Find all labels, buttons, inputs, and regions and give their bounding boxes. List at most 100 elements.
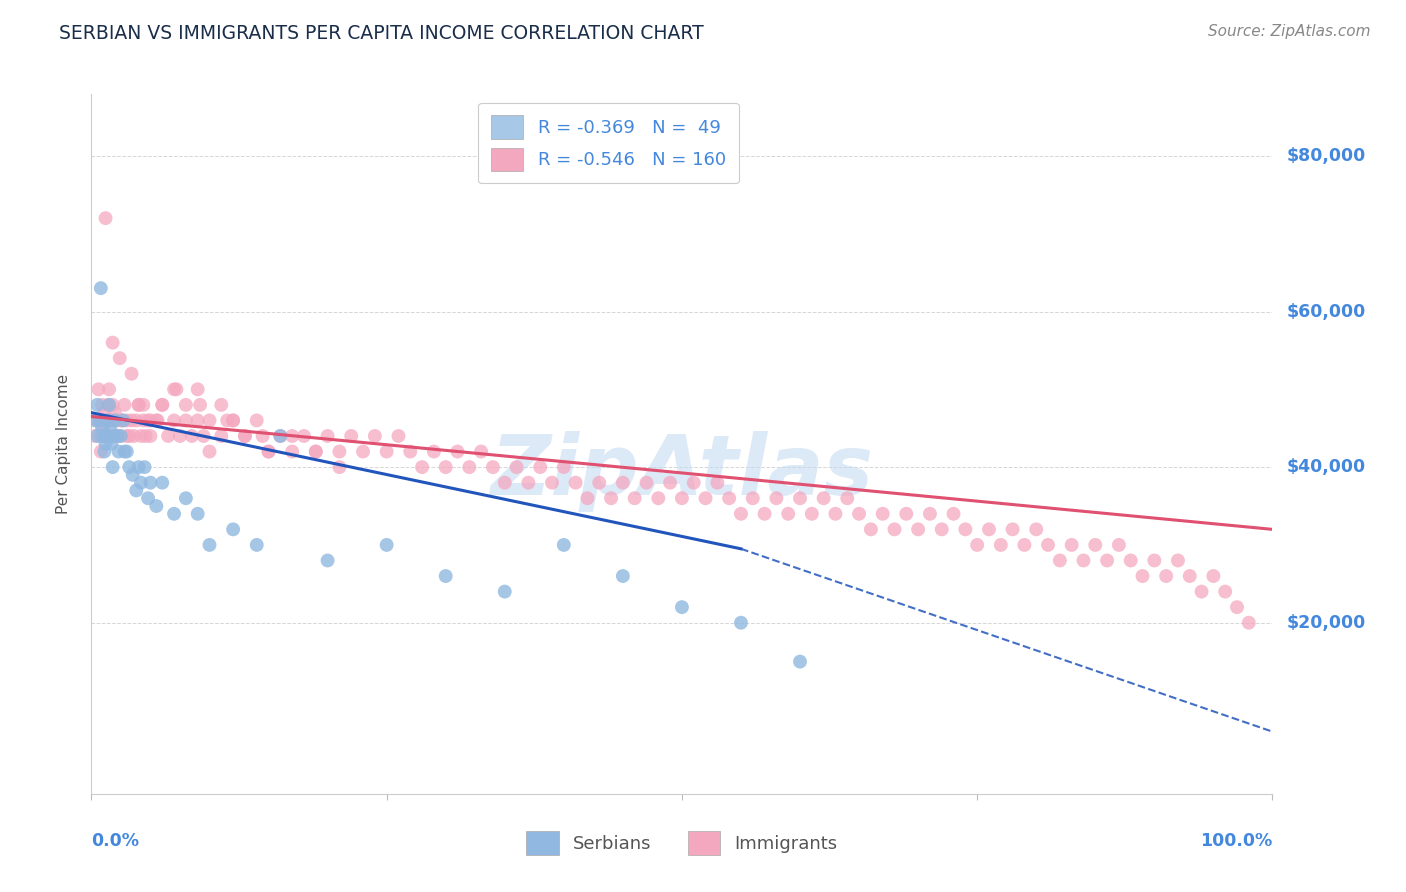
Point (387, 429, 409, 443)
Point (813, 491, 835, 506)
Point (252, 429, 274, 443)
Point (305, 444, 328, 458)
Point (110, 429, 132, 443)
Point (98, 413, 121, 427)
Point (340, 429, 363, 443)
Point (399, 444, 422, 458)
Point (1226, 600, 1249, 615)
Point (730, 615, 752, 630)
Point (896, 507, 918, 521)
Point (84, 413, 107, 427)
Point (112, 413, 135, 427)
Point (246, 538, 269, 552)
Point (789, 655, 811, 669)
Point (198, 444, 221, 458)
Point (671, 491, 693, 506)
Point (494, 584, 516, 599)
Point (187, 413, 209, 427)
Point (859, 522, 882, 536)
Point (824, 507, 846, 521)
Point (222, 413, 245, 427)
Point (1108, 538, 1130, 552)
Point (187, 382, 209, 396)
Point (328, 460, 350, 475)
Point (146, 413, 169, 427)
Point (316, 429, 339, 443)
Point (434, 569, 457, 583)
Point (115, 444, 138, 458)
Text: $40,000: $40,000 (1286, 458, 1365, 476)
Point (1014, 538, 1036, 552)
Point (588, 475, 610, 490)
Y-axis label: Per Capita Income: Per Capita Income (56, 374, 70, 514)
Point (1213, 584, 1236, 599)
Point (103, 429, 125, 443)
Point (174, 398, 197, 412)
Point (163, 413, 186, 427)
Point (87, 382, 110, 396)
Text: $20,000: $20,000 (1286, 614, 1365, 632)
Point (765, 491, 787, 506)
Point (91, 398, 114, 412)
Point (145, 413, 167, 427)
Point (101, 335, 124, 350)
Point (125, 483, 148, 498)
Text: $60,000: $60,000 (1286, 302, 1365, 320)
Point (942, 507, 965, 521)
Point (754, 507, 776, 521)
Point (494, 475, 516, 490)
Point (966, 538, 988, 552)
Point (91, 429, 114, 443)
Point (217, 413, 239, 427)
Point (1154, 569, 1177, 583)
Point (128, 460, 150, 475)
Point (281, 429, 304, 443)
Point (305, 444, 328, 458)
Point (90, 444, 112, 458)
Point (114, 444, 136, 458)
Point (222, 522, 245, 536)
Point (94, 413, 117, 427)
Point (1095, 553, 1118, 567)
Point (1049, 553, 1071, 567)
Point (222, 413, 245, 427)
Point (423, 444, 446, 458)
Point (89, 413, 111, 427)
Point (157, 429, 180, 443)
Point (328, 444, 350, 458)
Point (188, 398, 211, 412)
Point (115, 413, 138, 427)
Point (955, 522, 977, 536)
Point (564, 475, 586, 490)
Point (93, 444, 115, 458)
Point (86, 429, 108, 443)
Point (89, 413, 111, 427)
Point (505, 460, 527, 475)
Point (931, 522, 953, 536)
Point (107, 444, 129, 458)
Point (1202, 569, 1225, 583)
Point (129, 475, 152, 490)
Legend: Serbians, Immigrants: Serbians, Immigrants (519, 824, 845, 862)
Point (292, 429, 315, 443)
Point (150, 398, 173, 412)
Point (1178, 569, 1201, 583)
Point (128, 398, 150, 412)
Point (257, 444, 280, 458)
Point (706, 475, 728, 490)
Point (165, 382, 187, 396)
Point (163, 382, 186, 396)
Point (180, 429, 202, 443)
Point (128, 398, 150, 412)
Point (1001, 522, 1024, 536)
Point (636, 475, 658, 490)
Point (145, 499, 167, 513)
Point (104, 429, 127, 443)
Text: 100.0%: 100.0% (1201, 832, 1272, 850)
Point (730, 507, 752, 521)
Point (100, 429, 122, 443)
Point (111, 413, 134, 427)
Point (108, 351, 131, 366)
Point (125, 413, 148, 427)
Point (129, 429, 152, 443)
